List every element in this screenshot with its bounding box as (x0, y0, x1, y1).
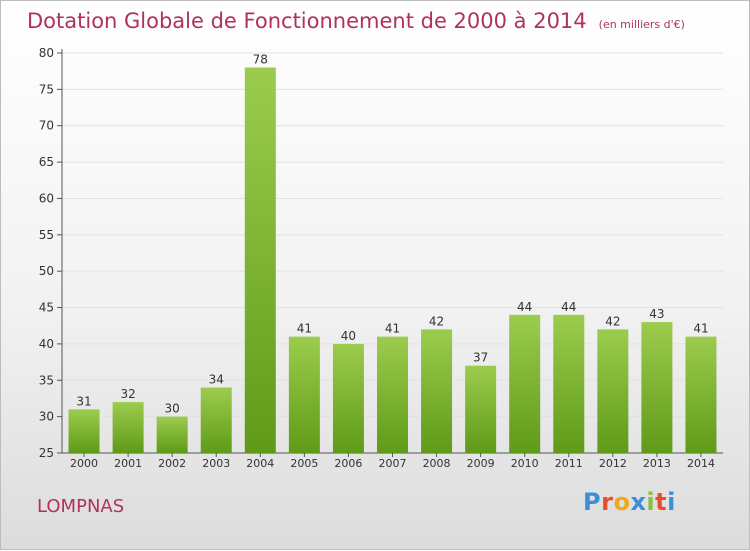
data-label: 31 (76, 394, 91, 408)
logo-letter: r (601, 488, 614, 516)
data-label: 37 (473, 351, 488, 365)
bar (553, 314, 585, 453)
bar (421, 329, 453, 453)
logo-letter: i (646, 488, 656, 516)
data-label: 78 (253, 53, 268, 67)
data-label: 44 (561, 300, 576, 314)
logo-letter: o (613, 488, 631, 516)
y-tick-label: 50 (39, 264, 54, 278)
data-label: 42 (429, 314, 444, 328)
x-tick-label: 2010 (511, 457, 539, 470)
data-label: 41 (297, 322, 312, 336)
y-tick-label: 80 (39, 46, 54, 60)
logo-letter: i (667, 488, 676, 516)
y-tick-label: 75 (39, 82, 54, 96)
bar (200, 387, 232, 453)
x-tick-label: 2008 (423, 457, 451, 470)
y-tick-label: 60 (39, 191, 54, 205)
logo-letter: P (583, 488, 602, 516)
data-label: 32 (120, 387, 135, 401)
data-label: 41 (385, 322, 400, 336)
y-tick-label: 40 (39, 337, 54, 351)
bar (465, 365, 497, 453)
x-tick-label: 2006 (334, 457, 362, 470)
y-tick-label: 45 (39, 301, 54, 315)
x-tick-label: 2014 (687, 457, 715, 470)
x-tick-label: 2001 (114, 457, 142, 470)
data-label: 34 (209, 373, 224, 387)
data-label: 30 (165, 402, 180, 416)
data-label: 40 (341, 329, 356, 343)
bar (597, 329, 629, 453)
title-text: Dotation Globale de Fonctionnement de 20… (27, 9, 587, 33)
bar (685, 336, 717, 453)
logo-letter: t (655, 488, 668, 516)
x-tick-label: 2003 (202, 457, 230, 470)
bar (112, 402, 144, 453)
chart-title: Dotation Globale de Fonctionnement de 20… (27, 9, 685, 33)
y-tick-label: 70 (39, 119, 54, 133)
y-tick-label: 55 (39, 228, 54, 242)
x-tick-label: 2011 (555, 457, 583, 470)
bar (68, 409, 100, 453)
logo-letter: x (630, 488, 647, 516)
bar (377, 336, 408, 453)
bar (641, 322, 673, 453)
data-label: 44 (517, 300, 532, 314)
x-tick-label: 2007 (379, 457, 407, 470)
bar (156, 416, 188, 453)
x-tick-label: 2009 (467, 457, 495, 470)
x-tick-label: 2002 (158, 457, 186, 470)
bar (509, 314, 541, 453)
data-label: 42 (605, 314, 620, 328)
y-tick-label: 25 (39, 446, 54, 460)
place-name: LOMPNAS (37, 496, 125, 517)
bar (288, 336, 320, 453)
data-label: 43 (649, 307, 664, 321)
bar (332, 343, 364, 453)
x-tick-label: 2013 (643, 457, 671, 470)
proxiti-logo[interactable]: Proxiti (583, 488, 676, 516)
y-tick-label: 65 (39, 155, 54, 169)
x-tick-label: 2004 (246, 457, 274, 470)
y-tick-label: 30 (39, 410, 54, 424)
data-label: 41 (693, 322, 708, 336)
x-tick-label: 2012 (599, 457, 627, 470)
bar (244, 67, 276, 453)
chart-subtitle: (en milliers d'€) (598, 18, 685, 31)
x-tick-label: 2000 (70, 457, 98, 470)
x-tick-label: 2005 (290, 457, 318, 470)
y-tick-label: 35 (39, 373, 54, 387)
